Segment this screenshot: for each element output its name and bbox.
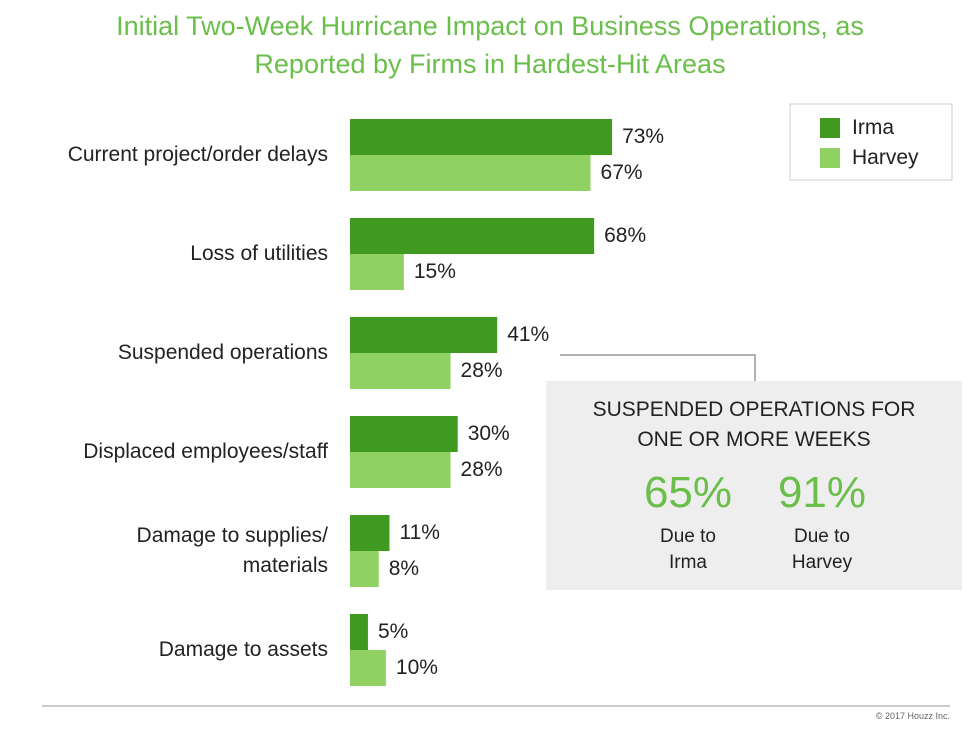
data-label: 68%	[604, 224, 646, 247]
bar	[350, 416, 458, 452]
callout-caption: Due to Irma	[660, 526, 716, 573]
legend-swatch	[820, 118, 840, 138]
category-label: Damage to supplies/materials	[137, 524, 329, 577]
category-label: Current project/order delays	[68, 143, 328, 166]
callout-stat: 91%	[778, 468, 866, 517]
bar	[350, 452, 451, 488]
chart-title: Initial Two-Week Hurricane Impact on Bus…	[116, 11, 864, 79]
data-label: 8%	[389, 557, 419, 580]
data-label: 15%	[414, 260, 456, 283]
footer: © 2017 Houzz Inc.	[876, 711, 950, 721]
legend-label: Harvey	[852, 146, 919, 169]
category-label: Damage to assets	[159, 638, 328, 661]
bar	[350, 650, 386, 686]
bar	[350, 218, 595, 254]
bar	[350, 155, 591, 191]
category-label: Loss of utilities	[190, 242, 328, 265]
category-label: Displaced employees/staff	[83, 440, 328, 463]
data-label: 73%	[622, 125, 664, 148]
bar	[350, 515, 390, 551]
category-label: Suspended operations	[118, 341, 328, 364]
bar	[350, 119, 613, 155]
data-label: 28%	[461, 458, 503, 481]
callout-connector	[560, 354, 756, 381]
data-label: 67%	[601, 161, 643, 184]
data-label: 11%	[399, 521, 439, 544]
callout-title: SUSPENDED OPERATIONS FOR ONE OR MORE WEEK…	[593, 398, 916, 451]
bar	[350, 551, 379, 587]
bar	[350, 317, 498, 353]
callout-box	[546, 381, 962, 590]
data-label: 10%	[396, 656, 438, 679]
data-label: 5%	[378, 620, 408, 643]
callout-stat: 65%	[644, 468, 732, 517]
data-label: 41%	[507, 323, 549, 346]
bar	[350, 254, 404, 290]
data-label: 30%	[468, 422, 510, 445]
bar	[350, 353, 451, 389]
data-label: 28%	[461, 359, 503, 382]
bar	[350, 614, 368, 650]
legend-box	[789, 103, 953, 181]
legend-label: Irma	[852, 116, 894, 139]
callout-caption: Due to Harvey	[792, 526, 853, 573]
legend-swatch	[820, 148, 840, 168]
